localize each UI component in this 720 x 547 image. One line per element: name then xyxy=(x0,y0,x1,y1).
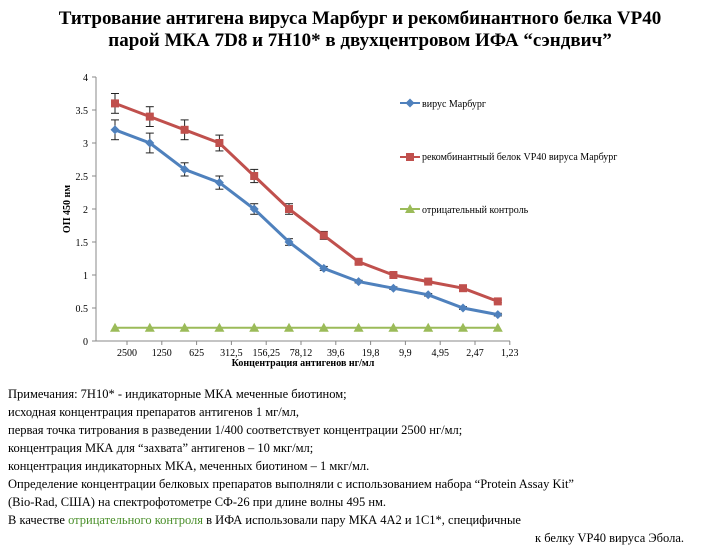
y-tick-label: 2 xyxy=(83,205,88,216)
data-point xyxy=(145,138,155,148)
y-tick-label: 0.5 xyxy=(76,304,89,315)
data-point xyxy=(110,322,120,332)
note-line: Определение концентрации белковых препар… xyxy=(8,477,574,491)
data-point xyxy=(318,322,329,332)
y-axis-label: ОП 450 нм xyxy=(62,185,73,233)
data-point xyxy=(459,284,467,293)
title-line-2: парой МКА 7D8 и 7Н10* в двухцентровом ИФ… xyxy=(108,30,612,51)
x-tick-label: 625 xyxy=(189,348,204,359)
data-point xyxy=(214,322,225,332)
series-line xyxy=(114,101,499,303)
x-tick-label: 1,23 xyxy=(501,348,519,359)
note-text: в ИФА использовали пару МКА 4А2 и 1С1*, … xyxy=(203,513,521,527)
data-point xyxy=(493,310,503,320)
legend-marker xyxy=(405,98,415,108)
notes-block: Примечания: 7Н10* - индикаторные МКА меч… xyxy=(8,385,712,547)
data-point xyxy=(249,204,259,214)
note-line: первая точка титрования в разведении 1/4… xyxy=(8,423,463,437)
data-point xyxy=(144,322,155,332)
note-line: исходная концентрация препаратов антиген… xyxy=(8,405,299,419)
note-line: к белку VP40 вируса Эбола. xyxy=(535,531,684,545)
note-line: концентрация индикаторных МКА, меченных … xyxy=(8,459,370,473)
data-point xyxy=(111,99,119,108)
x-tick-label: 19,8 xyxy=(362,348,380,359)
data-point xyxy=(215,139,224,147)
x-tick-label: 312,5 xyxy=(220,348,243,359)
legend-label: вирус Марбург xyxy=(422,99,486,110)
data-point xyxy=(493,297,502,306)
data-point xyxy=(388,322,399,332)
y-tick-label: 3.5 xyxy=(76,106,89,117)
data-point xyxy=(145,112,154,121)
x-tick-label: 2,47 xyxy=(466,348,484,359)
y-tick-label: 4 xyxy=(83,73,88,84)
data-point xyxy=(180,125,189,134)
x-tick-label: 39,6 xyxy=(327,348,345,359)
y-tick-label: 2.5 xyxy=(76,172,89,183)
data-point xyxy=(423,322,434,332)
legend-marker xyxy=(406,153,414,161)
data-point xyxy=(180,164,190,174)
y-tick-label: 3 xyxy=(83,139,88,150)
negative-control-highlight: отрицательного контроля xyxy=(68,513,204,527)
data-point xyxy=(110,125,120,135)
series-line xyxy=(114,128,499,317)
data-point xyxy=(214,178,224,188)
legend-label: отрицательный контроль xyxy=(422,205,529,216)
x-axis-label: Концентрация антигенов нг/мл xyxy=(232,358,375,369)
note-line: Примечания: 7Н10* - индикаторные МКА меч… xyxy=(8,387,347,401)
data-point xyxy=(285,205,293,213)
x-tick-label: 1250 xyxy=(152,348,172,359)
data-point xyxy=(458,303,468,313)
data-point xyxy=(319,263,329,273)
page-title: Титрование антигена вируса Марбург и рек… xyxy=(0,8,720,52)
data-point xyxy=(388,283,398,293)
data-point xyxy=(424,277,433,286)
y-tick-label: 1 xyxy=(83,271,88,282)
note-line: В качестве отрицательного контроля в ИФА… xyxy=(8,511,712,529)
data-point xyxy=(354,257,363,266)
y-tick-label: 0 xyxy=(83,337,88,348)
x-tick-label: 156,25 xyxy=(252,348,280,359)
data-point xyxy=(319,231,328,240)
data-point xyxy=(423,290,433,300)
x-tick-label: 9,9 xyxy=(399,348,412,359)
note-text: В качестве xyxy=(8,513,69,527)
line-chart: 0 0.5 1 1.5 2 2.5 3 3.5 4 2500 1250 625 312,5 156,25 7… xyxy=(62,73,617,369)
data-point xyxy=(284,237,294,247)
x-tick-label: 2500 xyxy=(117,348,137,359)
data-point xyxy=(458,322,468,332)
legend-marker xyxy=(405,204,415,213)
title-line-1: Титрование антигена вируса Марбург и рек… xyxy=(58,8,662,29)
legend-label: рекомбинантный белок VP40 вируса Марбург xyxy=(422,152,617,163)
data-point xyxy=(249,322,260,332)
data-point xyxy=(389,271,398,279)
data-point xyxy=(179,322,190,332)
x-tick-label: 4,95 xyxy=(431,348,449,359)
data-point xyxy=(353,322,364,332)
data-point xyxy=(284,322,294,332)
data-point xyxy=(250,172,259,180)
note-line: концентрация МКА для “захвата” антигенов… xyxy=(8,441,314,455)
y-tick-label: 1.5 xyxy=(76,238,89,249)
data-point xyxy=(354,277,364,287)
data-point xyxy=(492,322,503,332)
note-line: (Bio-Rad, США) на спектрофотометре СФ-26… xyxy=(8,495,387,509)
x-tick-label: 78,12 xyxy=(290,348,313,359)
